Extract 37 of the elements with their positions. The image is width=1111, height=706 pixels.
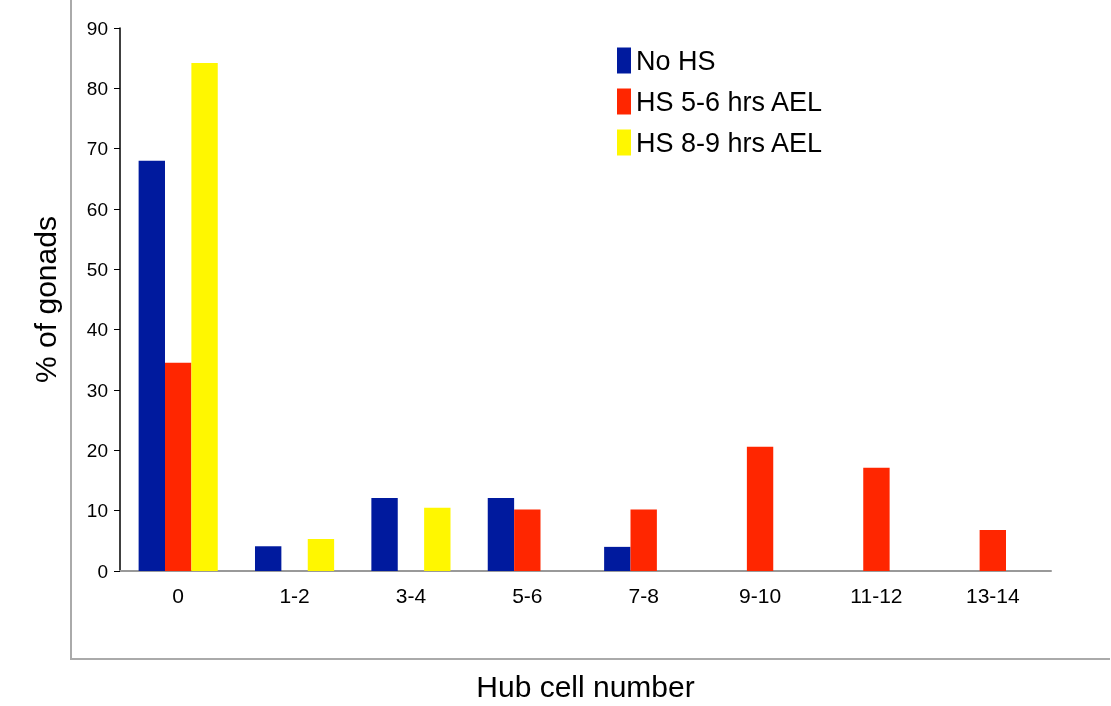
bar (371, 498, 398, 571)
bar (514, 509, 541, 571)
y-tick-label: 30 (86, 379, 108, 401)
bar (604, 546, 631, 571)
y-tick-label: 70 (86, 138, 108, 160)
x-tick-label: 9-10 (739, 584, 782, 607)
bar (191, 62, 218, 571)
bar (165, 362, 192, 571)
x-tick-label: 5-6 (512, 584, 543, 607)
bar (979, 529, 1006, 571)
y-tick-label: 40 (86, 319, 108, 341)
bar (863, 467, 890, 571)
bar (138, 160, 165, 571)
y-axis-title: % of gonads (28, 216, 62, 383)
x-tick-label: 1-2 (279, 584, 310, 607)
y-tick-label: 20 (86, 439, 108, 461)
x-tick-label: 13-14 (965, 584, 1020, 607)
x-tick-label: 0 (172, 584, 185, 607)
y-tick-label: 60 (86, 198, 108, 220)
y-tick-label: 0 (97, 560, 108, 582)
y-tick-label: 90 (86, 17, 108, 39)
bar (307, 539, 335, 571)
y-tick-label: 10 (86, 500, 108, 522)
bar (746, 446, 774, 571)
x-tick-label: 7-8 (628, 584, 659, 607)
legend-label: HS 8-9 hrs AEL (636, 127, 823, 158)
bar (630, 509, 657, 571)
x-tick-label: 3-4 (395, 584, 427, 607)
bar (487, 498, 515, 571)
bar (424, 507, 451, 571)
x-tick-label: 11-12 (850, 584, 903, 607)
legend-label: No HS (636, 45, 716, 76)
legend-label: HS 5-6 hrs AEL (636, 86, 823, 117)
bar (255, 546, 282, 571)
y-tick-label: 50 (86, 258, 108, 280)
x-axis-title: Hub cell number (476, 669, 695, 703)
y-tick-label: 80 (86, 77, 108, 99)
